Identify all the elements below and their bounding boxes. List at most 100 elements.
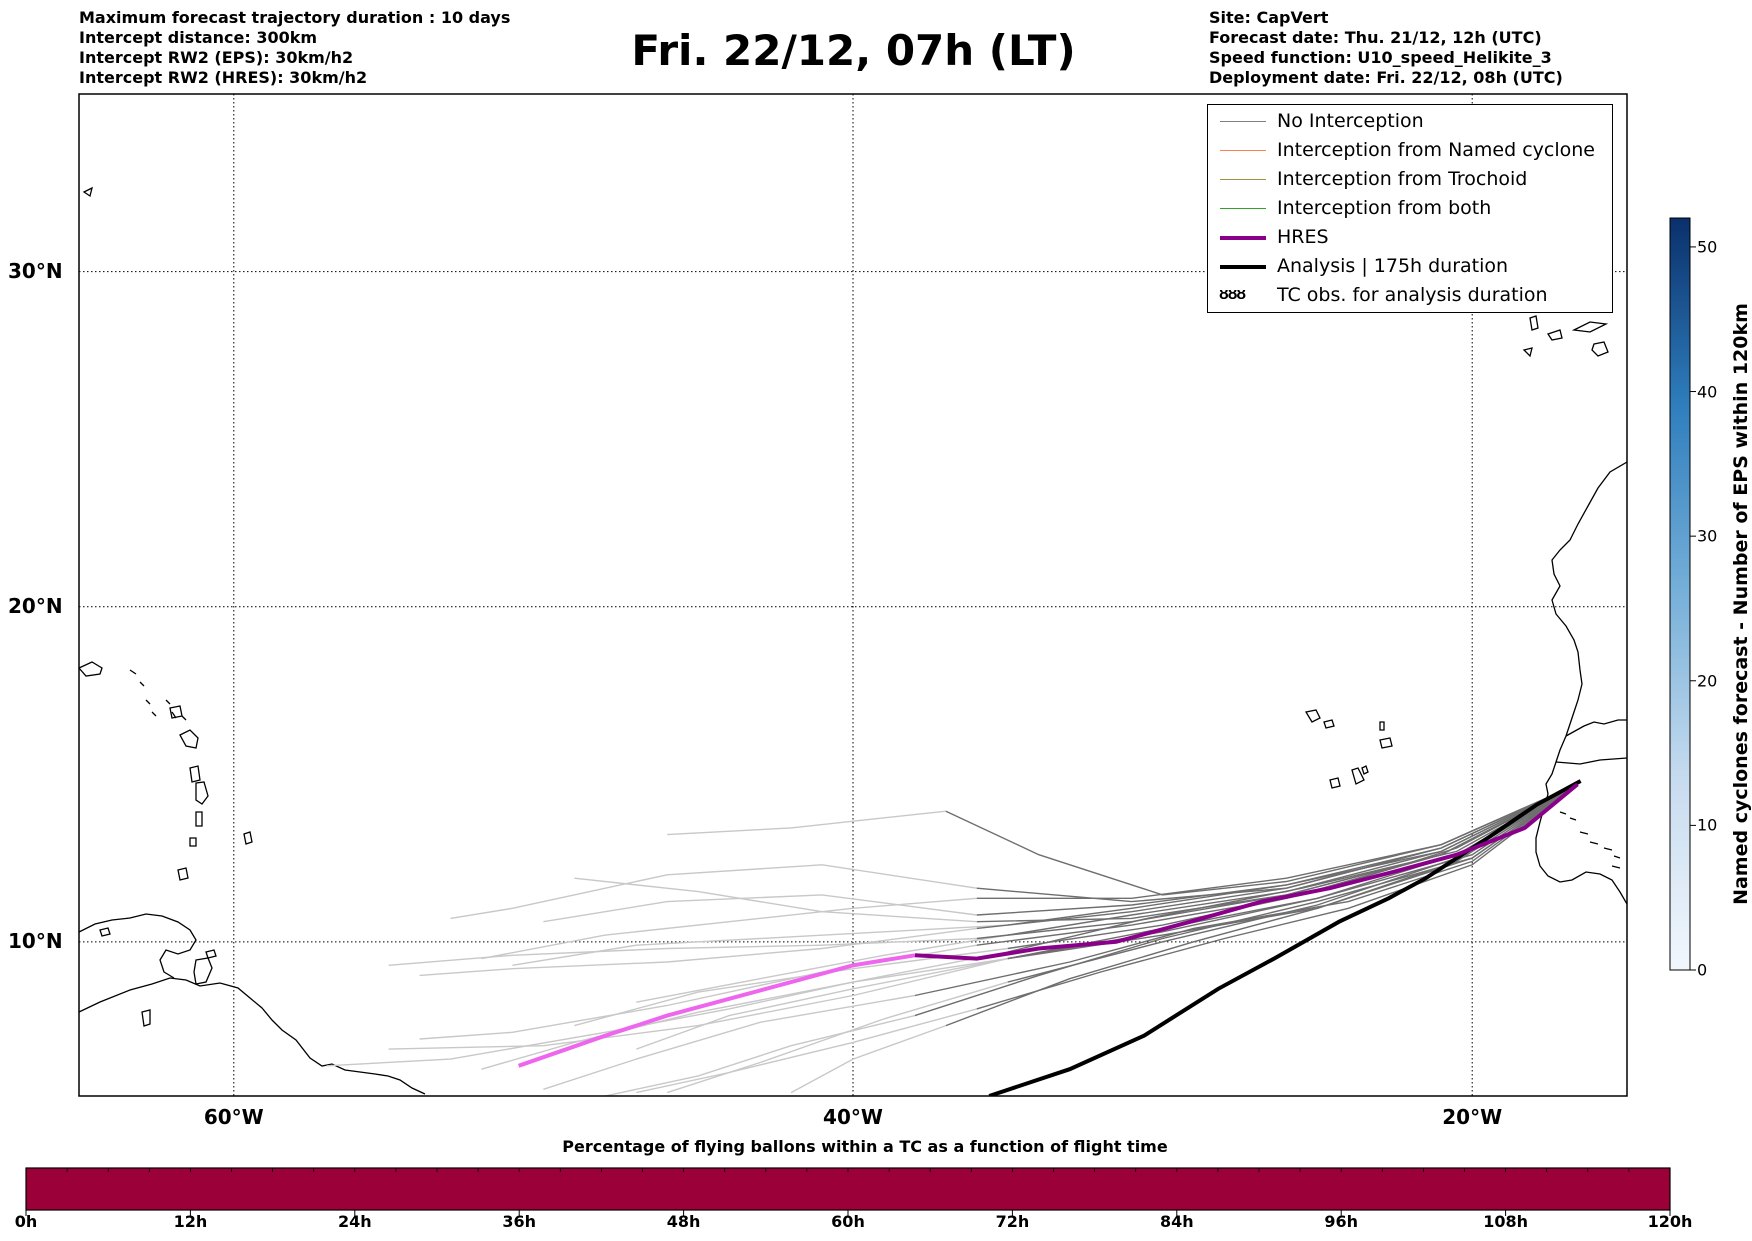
island-gran-canaria (1591, 341, 1609, 357)
header-left-line: Intercept RW2 (HRES): 30km/h2 (79, 68, 368, 87)
eps-track-early (574, 877, 977, 923)
timebar (25, 1167, 1671, 1211)
trajectories (326, 779, 1582, 1096)
eps-track-early (481, 897, 977, 960)
eps-track-early (419, 927, 977, 977)
colorbar-tick-label: 10 (1697, 815, 1718, 835)
eps-track-early (636, 957, 1008, 1050)
header-left-line: Intercept distance: 300km (79, 28, 318, 47)
colorbar-tick-label: 30 (1697, 526, 1718, 546)
legend-item-named-cyclone: Interception from Named cyclone (1214, 137, 1609, 165)
timebar-tick-label: 12h (173, 1212, 208, 1231)
colorbar-tick-label: 40 (1697, 382, 1718, 402)
island-tobago (205, 949, 217, 959)
lon-label: 60°W (203, 1105, 264, 1129)
coastline-cap-vert-peninsula (1565, 719, 1627, 737)
colorbar-title: Named cyclones forecast - Number of EPS … (1730, 303, 1752, 905)
coastlines (79, 186, 1627, 1095)
hres-track-late (914, 782, 1579, 961)
island-la-palma (1529, 315, 1539, 331)
island-santo-antao (1304, 709, 1321, 723)
legend-swatch (1220, 236, 1266, 240)
header-left-line: Intercept RW2 (EPS): 30km/h2 (79, 48, 354, 67)
lon-label: 20°W (1442, 1105, 1503, 1129)
island-guadeloupe (179, 729, 199, 749)
gridlines (79, 94, 1627, 1096)
header-right-line: Deployment date: Fri. 22/12, 08h (UTC) (1209, 68, 1563, 87)
eps-track-late (1007, 783, 1578, 953)
island-hierro (1522, 347, 1533, 358)
legend-label: HRES (1277, 226, 1329, 248)
island-sal (1379, 721, 1385, 731)
timebar-tick-label: 0h (14, 1212, 38, 1231)
legend-swatch (1220, 208, 1266, 210)
eps-track-early (574, 947, 1008, 1027)
analysis-track (988, 779, 1582, 1096)
eps-track-early (636, 934, 1008, 1003)
eps-track-late (976, 783, 1578, 903)
timebar-tick-label: 96h (1324, 1212, 1359, 1231)
island-tenerife (1546, 329, 1563, 341)
figure-title: Fri. 22/12, 07h (LT) (631, 26, 1076, 75)
legend-item-both: Interception from both (1214, 195, 1609, 223)
tc-symbol-icon: ᴕᴕᴕ (1219, 284, 1246, 304)
header-right-line: Site: CapVert (1209, 8, 1329, 27)
legend-swatch (1220, 265, 1266, 269)
lat-label: 20°N (8, 593, 63, 618)
eps-track-early (388, 937, 977, 966)
legend-label: Interception from both (1277, 197, 1492, 219)
header-info-right: Site: CapVert Forecast date: Thu. 21/12,… (1209, 8, 1563, 88)
eps-track-early (605, 1014, 916, 1096)
timebar-tick-label: 36h (502, 1212, 537, 1231)
island-small-north (82, 186, 93, 198)
eps-track-early (326, 957, 1008, 1067)
header-info-left: Maximum forecast trajectory duration : 1… (79, 8, 510, 88)
header-right-line: Forecast date: Thu. 21/12, 12h (UTC) (1209, 28, 1542, 47)
timebar-tick-label: 108h (1483, 1212, 1528, 1231)
legend-swatch (1220, 150, 1266, 152)
eps-track-late (976, 783, 1578, 899)
eps-track-early (667, 810, 946, 836)
island-curacao (99, 927, 111, 937)
coastline-west-africa (1535, 461, 1627, 905)
island-santiago (1351, 767, 1365, 785)
island-martinique (195, 781, 209, 805)
island-boa-vista (1379, 737, 1393, 749)
eps-track-late (914, 783, 1578, 1017)
legend-swatch (1220, 121, 1266, 123)
legend: No Interception Interception from Named … (1207, 104, 1613, 313)
island-puerto-rico (79, 661, 103, 677)
timebar-ticks (25, 1168, 1671, 1216)
legend-label: No Interception (1277, 110, 1424, 132)
coastline-venezuela-north (79, 913, 197, 979)
lon-label: 40°W (823, 1105, 883, 1129)
lat-label: 30°N (8, 258, 63, 283)
legend-item-trochoid: Interception from Trochoid (1214, 166, 1609, 194)
eps-track-early (636, 1008, 977, 1094)
island-margarita (141, 1009, 151, 1027)
eps-track-early (666, 981, 1008, 1094)
legend-label: Interception from Named cyclone (1277, 139, 1595, 161)
island-st-vincent (189, 837, 197, 847)
colorbar-tick-label: 50 (1697, 237, 1718, 257)
island-fogo (1329, 777, 1341, 789)
colorbar-tick-label: 20 (1697, 671, 1718, 691)
header-left-line: Maximum forecast trajectory duration : 1… (79, 8, 511, 27)
timebar-tick-label: 24h (337, 1212, 372, 1231)
eps-track-late (976, 783, 1578, 1010)
island-dominica (189, 765, 201, 783)
island-sao-vicente (1323, 719, 1335, 729)
timebar-tick-label: 120h (1647, 1212, 1693, 1231)
timebar-tick-label: 48h (666, 1212, 701, 1231)
coastline-gambia-river (1555, 757, 1627, 765)
colorbar (1669, 217, 1691, 971)
eps-track-early (481, 951, 1008, 1070)
legend-item-hres: HRES (1214, 224, 1609, 252)
legend-swatch (1220, 179, 1266, 181)
timebar-tick-label: 84h (1159, 1212, 1194, 1231)
legend-label: Interception from Trochoid (1277, 168, 1528, 190)
timebar-tick-label: 72h (995, 1212, 1030, 1231)
header-right-line: Speed function: U10_speed_Helikite_3 (1209, 48, 1552, 67)
